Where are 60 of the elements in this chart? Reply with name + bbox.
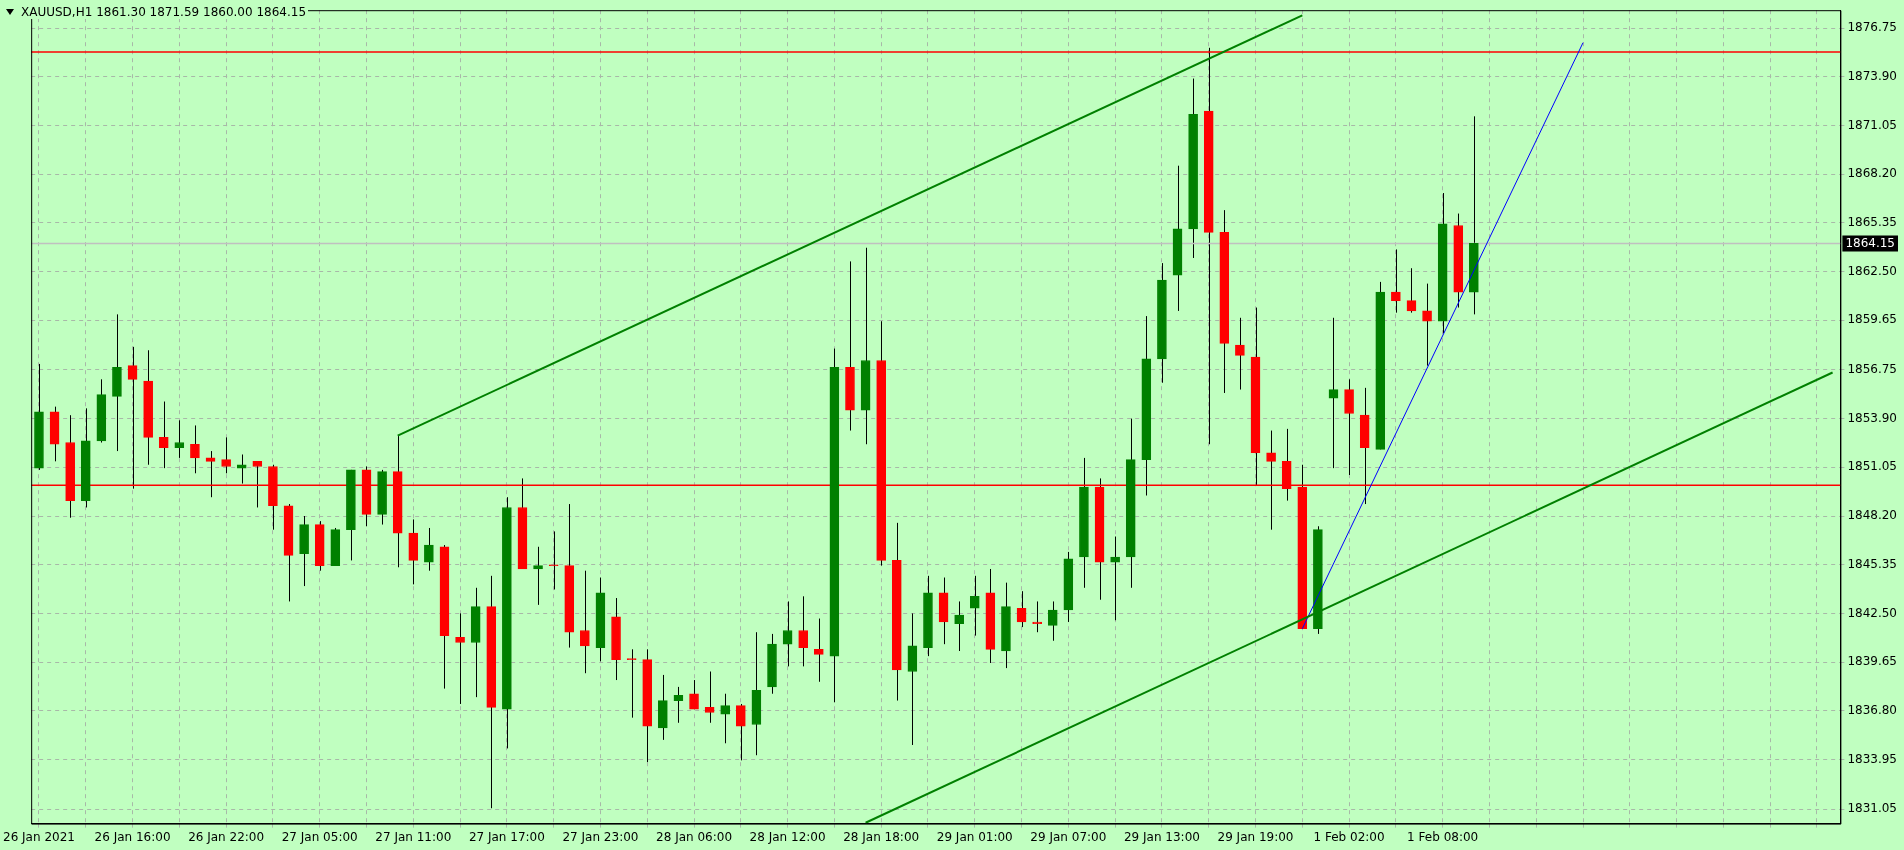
- candlestick: [969, 575, 980, 637]
- y-tick-label: 1873.90: [1847, 68, 1897, 83]
- candlestick: [782, 600, 793, 667]
- candlestick: [533, 546, 543, 606]
- chart-title: XAUUSD,H1 1861.30 1871.59 1860.00 1864.15: [19, 5, 309, 19]
- y-tick-label: 1868.20: [1847, 166, 1897, 181]
- candlestick: [221, 436, 231, 474]
- candlestick: [236, 453, 247, 485]
- x-tick-label: 1 Feb 02:00: [1313, 829, 1385, 844]
- candlestick: [424, 527, 434, 572]
- candlestick: [1344, 378, 1354, 476]
- y-tick-label: 1853.90: [1847, 410, 1897, 425]
- candlestick: [1235, 317, 1245, 391]
- x-tick-label: 29 Jan 01:00: [936, 829, 1013, 844]
- x-tick-label: 26 Jan 22:00: [188, 829, 265, 844]
- x-tick-label: 27 Jan 17:00: [468, 829, 545, 844]
- candlestick: [190, 424, 200, 474]
- y-tick-label: 1836.80: [1847, 702, 1897, 717]
- candlestick: [1032, 600, 1042, 633]
- x-tick-label: 29 Jan 07:00: [1030, 829, 1107, 844]
- y-tick-label: 1871.05: [1847, 117, 1897, 132]
- y-tick-label: 1848.20: [1847, 508, 1897, 523]
- candlestick: [1391, 248, 1401, 314]
- candlestick: [580, 570, 590, 674]
- candlestick: [673, 686, 684, 724]
- candlestick: [455, 612, 465, 705]
- y-tick-label: 1845.35: [1847, 556, 1897, 571]
- x-tick-label: 29 Jan 13:00: [1123, 829, 1200, 844]
- candlestick: [174, 419, 185, 459]
- candlestick: [720, 693, 731, 744]
- y-tick-label: 1833.95: [1847, 751, 1897, 766]
- x-tick-label: 26 Jan 2021: [3, 829, 75, 844]
- x-tick-label: 27 Jan 05:00: [281, 829, 358, 844]
- candlestick: [735, 703, 746, 761]
- candlestick: [704, 671, 715, 724]
- candlestick: [1406, 267, 1417, 314]
- x-tick-label: 27 Jan 23:00: [562, 829, 639, 844]
- x-tick-label: 28 Jan 12:00: [749, 829, 826, 844]
- y-tick-label: 1851.05: [1847, 459, 1897, 474]
- candlestick: [158, 401, 169, 469]
- y-tick-label: 1831.05: [1847, 801, 1897, 816]
- x-tick-label: 29 Jan 19:00: [1217, 829, 1294, 844]
- y-tick-label: 1862.50: [1847, 263, 1897, 278]
- y-tick-label: 1859.65: [1847, 312, 1897, 327]
- candlestick: [954, 600, 964, 652]
- y-tick-label: 1839.65: [1847, 654, 1897, 669]
- candlestick: [798, 595, 809, 667]
- y-tick-label: 1842.50: [1847, 605, 1897, 620]
- x-tick-label: 28 Jan 18:00: [843, 829, 920, 844]
- candlestick: [1422, 283, 1432, 367]
- x-tick-label: 26 Jan 16:00: [94, 829, 171, 844]
- candlestick: [689, 679, 699, 710]
- y-tick-label: 1865.35: [1847, 215, 1897, 230]
- candlestick: [813, 618, 824, 683]
- ref-line-label: 1864.15: [1845, 235, 1895, 250]
- x-tick-label: 27 Jan 11:00: [375, 829, 452, 844]
- y-tick-label: 1856.75: [1847, 362, 1897, 377]
- x-tick-label: 28 Jan 06:00: [656, 829, 733, 844]
- x-tick-label: 1 Feb 08:00: [1407, 829, 1479, 844]
- y-tick-label: 1876.75: [1847, 20, 1897, 35]
